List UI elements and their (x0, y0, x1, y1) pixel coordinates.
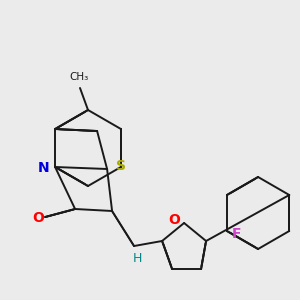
Text: H: H (132, 251, 142, 265)
Text: CH₃: CH₃ (69, 72, 88, 82)
Text: S: S (116, 159, 126, 173)
Text: N: N (37, 161, 49, 175)
Text: F: F (232, 227, 242, 241)
Text: O: O (168, 213, 180, 227)
Text: O: O (32, 211, 44, 225)
